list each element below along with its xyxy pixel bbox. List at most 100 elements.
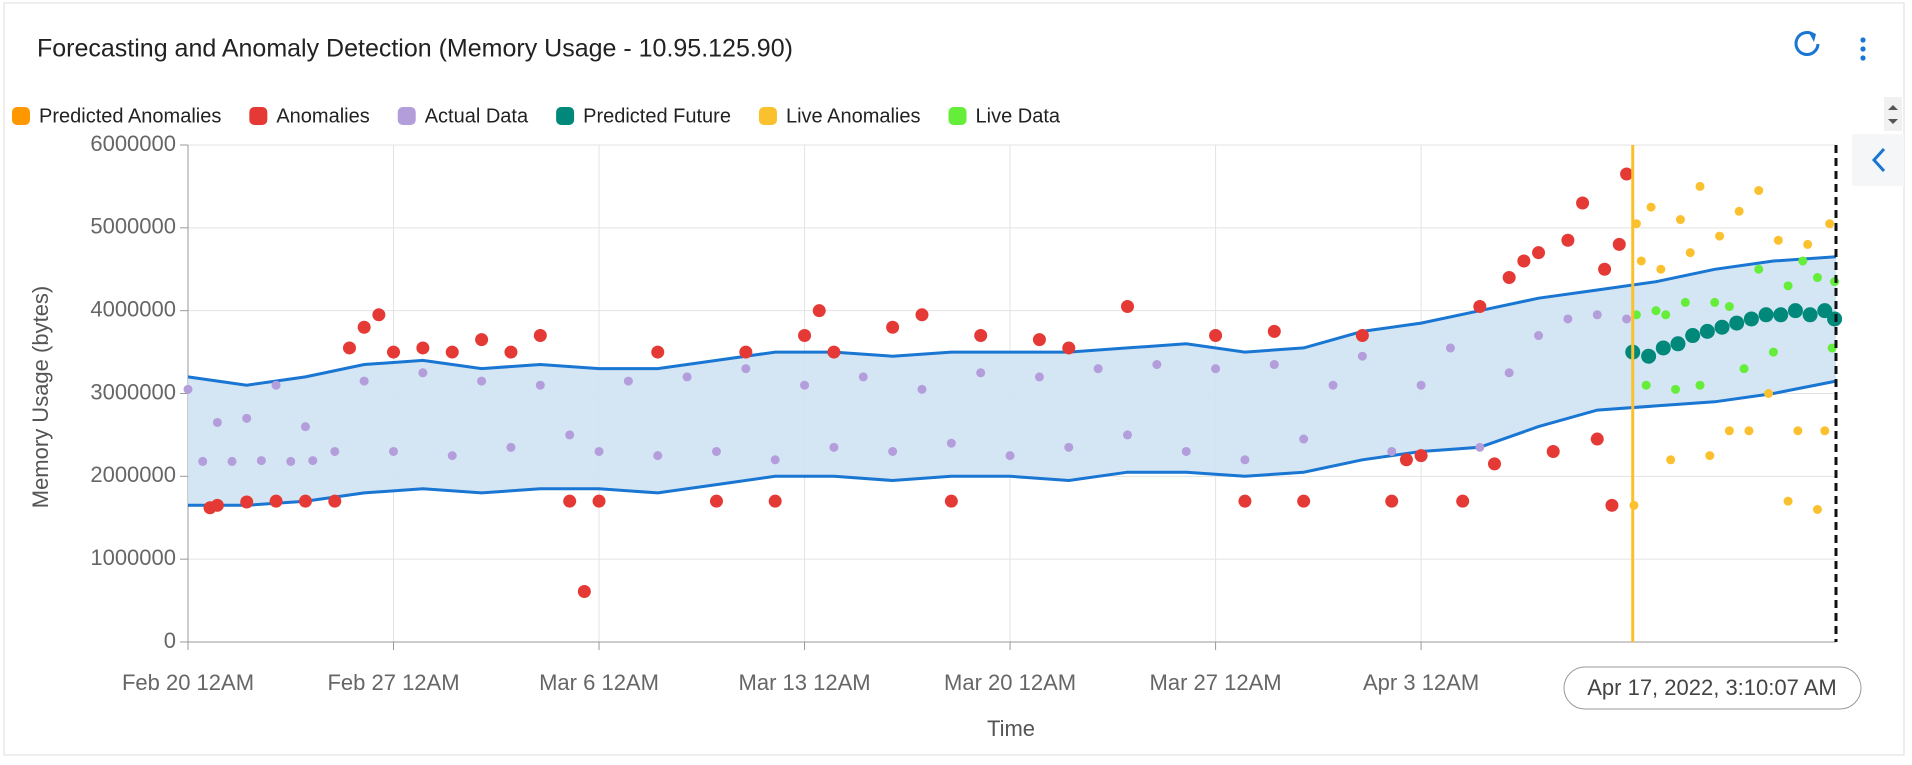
data-point: [827, 345, 841, 359]
lower-bound-line: [188, 379, 1837, 507]
data-point: [1445, 343, 1455, 353]
data-point: [212, 417, 222, 427]
chart-title: Forecasting and Anomaly Detection (Memor…: [37, 35, 793, 63]
data-point: [1062, 341, 1076, 355]
data-point: [330, 446, 340, 456]
data-point: [1487, 457, 1501, 471]
data-point: [1328, 380, 1338, 390]
data-point: [1546, 444, 1560, 458]
data-point: [1743, 311, 1759, 327]
data-point: [308, 456, 318, 466]
data-point: [1622, 314, 1632, 324]
y-tick-label: 2000000: [90, 462, 176, 487]
menu-button[interactable]: [1860, 37, 1866, 61]
data-point: [739, 345, 753, 359]
legend-swatch: [948, 107, 967, 125]
collapse-button[interactable]: [1852, 134, 1904, 186]
data-point: [535, 380, 545, 390]
data-point: [1641, 380, 1651, 390]
data-point: [888, 446, 898, 456]
legend-swatch: [556, 107, 575, 125]
y-tick-label: 3000000: [90, 379, 176, 404]
x-tick-label: Mar 6 12AM: [539, 670, 659, 695]
data-point: [1754, 264, 1764, 274]
legend-label: Anomalies: [276, 105, 369, 127]
data-point: [1034, 372, 1044, 382]
data-point: [504, 345, 518, 359]
refresh-button[interactable]: [1794, 31, 1820, 56]
legend-item[interactable]: Predicted Anomalies: [12, 105, 221, 127]
data-point: [1699, 323, 1715, 339]
data-point: [800, 380, 810, 390]
collapse-icon: [1871, 147, 1886, 173]
data-point: [387, 345, 401, 359]
data-point: [1734, 206, 1744, 216]
data-point: [592, 494, 606, 508]
data-point: [1592, 310, 1602, 320]
legend-swatch: [397, 107, 416, 125]
data-point: [1680, 297, 1690, 307]
menu-dot: [1860, 55, 1866, 61]
data-point: [1387, 446, 1397, 456]
data-point: [1655, 340, 1671, 356]
data-point: [1666, 455, 1676, 465]
legend-swatch: [758, 107, 777, 125]
data-point: [1473, 300, 1487, 314]
data-point: [1414, 449, 1428, 463]
data-point: [1532, 246, 1546, 260]
data-point: [709, 494, 723, 508]
data-point: [1005, 451, 1015, 461]
legend-item[interactable]: Live Data: [948, 105, 1061, 127]
data-point: [1576, 196, 1590, 210]
y-axis-title: Memory Usage (bytes): [28, 286, 53, 509]
legend-label: Predicted Anomalies: [39, 105, 221, 127]
data-point: [1064, 442, 1074, 452]
data-point: [1502, 271, 1516, 285]
data-point: [1152, 360, 1162, 370]
data-point: [1641, 348, 1657, 364]
legend-item[interactable]: Predicted Future: [556, 105, 731, 127]
legend-item[interactable]: Anomalies: [249, 105, 370, 127]
x-tick-label: Mar 20 12AM: [944, 670, 1076, 695]
data-point: [577, 584, 591, 598]
legend-item[interactable]: Live Anomalies: [758, 105, 921, 127]
data-point: [1671, 384, 1681, 394]
legend-item[interactable]: Actual Data: [397, 105, 529, 127]
data-point: [1695, 181, 1705, 191]
data-point: [240, 495, 254, 509]
data-point: [1590, 432, 1604, 446]
data-point: [416, 341, 430, 355]
data-point: [1267, 324, 1281, 338]
data-point: [858, 372, 868, 382]
upper-bound-line: [187, 255, 1837, 387]
data-point: [1240, 455, 1250, 465]
legend-label: Live Anomalies: [786, 105, 921, 127]
data-point: [976, 368, 986, 378]
data-point: [1399, 453, 1413, 467]
data-point: [256, 456, 266, 466]
data-point: [1817, 303, 1833, 319]
data-point: [183, 384, 193, 394]
data-point: [1121, 300, 1135, 314]
data-point: [1211, 364, 1221, 374]
data-point: [1093, 364, 1103, 374]
data-point: [242, 413, 252, 423]
data-point: [1705, 451, 1715, 461]
y-tick-label: 1000000: [90, 545, 176, 570]
data-point: [1032, 333, 1046, 347]
menu-dot: [1860, 46, 1866, 52]
tooltip-box: [1563, 666, 1862, 710]
data-point: [506, 442, 516, 452]
data-point: [946, 438, 956, 448]
data-point: [1612, 237, 1626, 251]
data-point: [1710, 297, 1720, 307]
data-point: [1724, 302, 1734, 312]
x-axis-title: Time: [987, 716, 1035, 741]
y-tick-label: 5000000: [90, 214, 176, 239]
data-point: [1695, 380, 1705, 390]
legend-scroll[interactable]: [1884, 97, 1902, 131]
data-point: [886, 320, 900, 334]
data-point: [1798, 256, 1808, 266]
data-point: [1793, 426, 1803, 436]
data-point: [565, 430, 575, 440]
